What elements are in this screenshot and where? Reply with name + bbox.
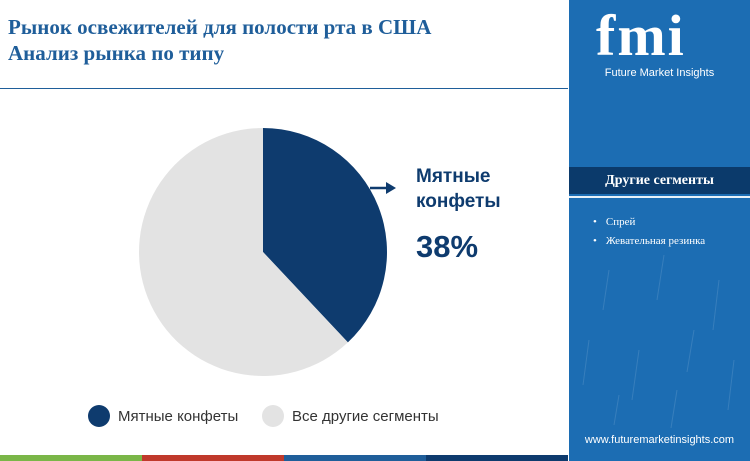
bottom-color-bar (0, 455, 568, 461)
brand-name: Future Market Insights (604, 67, 715, 79)
callout-label: Мятные конфеты (416, 164, 501, 214)
bottom-bar-segment-2 (284, 455, 426, 461)
segment-list: Спрей Жевательная резинка (593, 213, 705, 251)
title-line-1: Рынок освежителей для полости рта в США (8, 15, 432, 39)
legend-label-other: Все другие сегменты (292, 407, 439, 425)
bottom-bar-segment-1 (142, 455, 284, 461)
callout-label-line-1: Мятные (416, 166, 491, 187)
heading-underline (569, 196, 750, 198)
pie-chart (138, 128, 396, 376)
pie-slice-1 (138, 128, 348, 376)
legend-swatch-other (262, 405, 284, 427)
page-title: Рынок освежителей для полости рта в США … (8, 14, 563, 66)
bottom-bar-segment-0 (0, 455, 142, 461)
callout-label-line-2: конфеты (416, 191, 501, 212)
legend-swatch-mints (88, 405, 110, 427)
background-pattern (582, 254, 735, 429)
legend-item-mints: Мятные конфеты (88, 403, 238, 429)
pie-slice-0 (263, 128, 387, 343)
fmi-logo: fmi (596, 3, 686, 68)
title-line-2: Анализ рынка по типу (8, 41, 225, 65)
title-divider (0, 88, 568, 89)
segment-item: Жевательная резинка (593, 232, 705, 251)
segment-item: Спрей (593, 213, 705, 232)
other-segments-heading: Другие сегменты (569, 167, 750, 194)
callout-arrow-head (386, 182, 396, 194)
legend-label-mints: Мятные конфеты (118, 407, 239, 425)
callout-value: 38% (416, 229, 479, 264)
legend-item-other: Все другие сегменты (262, 403, 439, 429)
sidebar: fmi Future Market Insights Другие сегмен… (569, 0, 750, 461)
website-url: www.futuremarketinsights.com (584, 434, 735, 446)
bottom-bar-segment-3 (426, 455, 568, 461)
